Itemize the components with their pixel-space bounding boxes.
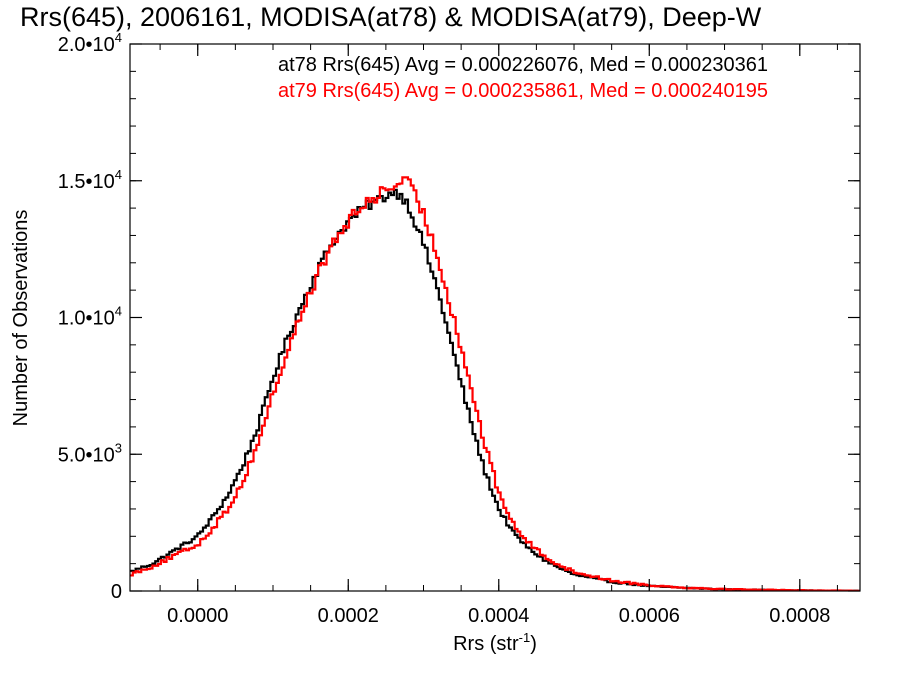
- y-tick-label-main: 0: [111, 581, 122, 603]
- y-tick-label-main: 1.0•10: [58, 308, 115, 330]
- x-tick-label: 0.0002: [318, 605, 379, 627]
- chart-title: Rrs(645), 2006161, MODISA(at78) & MODISA…: [20, 2, 762, 32]
- legend-entry-at79: at79 Rrs(645) Avg = 0.000235861, Med = 0…: [278, 80, 768, 102]
- y-tick-label-exponent: 4: [115, 304, 122, 319]
- y-tick-label-main: 1.5•10: [58, 171, 115, 193]
- y-axis-title: Number of Observations: [10, 210, 32, 427]
- plot-frame: [129, 43, 861, 592]
- y-tick-label: 2.0•104: [58, 30, 122, 56]
- legend-entry-at78: at78 Rrs(645) Avg = 0.000226076, Med = 0…: [278, 54, 768, 76]
- y-tick-label-exponent: 4: [115, 30, 122, 45]
- x-tick-label: 0.0004: [468, 605, 529, 627]
- y-tick-label: 1.5•104: [58, 167, 122, 193]
- x-tick-label: 0.0008: [769, 605, 830, 627]
- y-tick-label-exponent: 3: [115, 440, 122, 455]
- x-axis-title-close: ): [530, 633, 537, 655]
- x-axis: 0.0000 0.0002 0.0004 0.0006 0.0008: [159, 44, 838, 627]
- y-tick-label: 1.0•104: [58, 304, 122, 330]
- x-axis-title: Rrs (str-1): [453, 630, 537, 655]
- x-axis-title-superscript: -1: [519, 630, 531, 645]
- x-tick-label: 0.0006: [619, 605, 680, 627]
- y-tick-label: 0: [111, 581, 122, 603]
- series-line-at79: [130, 176, 860, 591]
- x-tick-label: 0.0000: [167, 605, 228, 627]
- legend: at78 Rrs(645) Avg = 0.000226076, Med = 0…: [278, 54, 768, 102]
- plot-area: [130, 176, 860, 591]
- y-tick-label-exponent: 4: [115, 167, 122, 182]
- y-tick-label: 5.0•103: [58, 440, 122, 466]
- y-tick-label-main: 2.0•10: [58, 34, 115, 56]
- x-axis-title-main: Rrs (str: [453, 633, 519, 655]
- series-line-at78: [130, 188, 860, 591]
- y-tick-label-main: 5.0•10: [58, 444, 115, 466]
